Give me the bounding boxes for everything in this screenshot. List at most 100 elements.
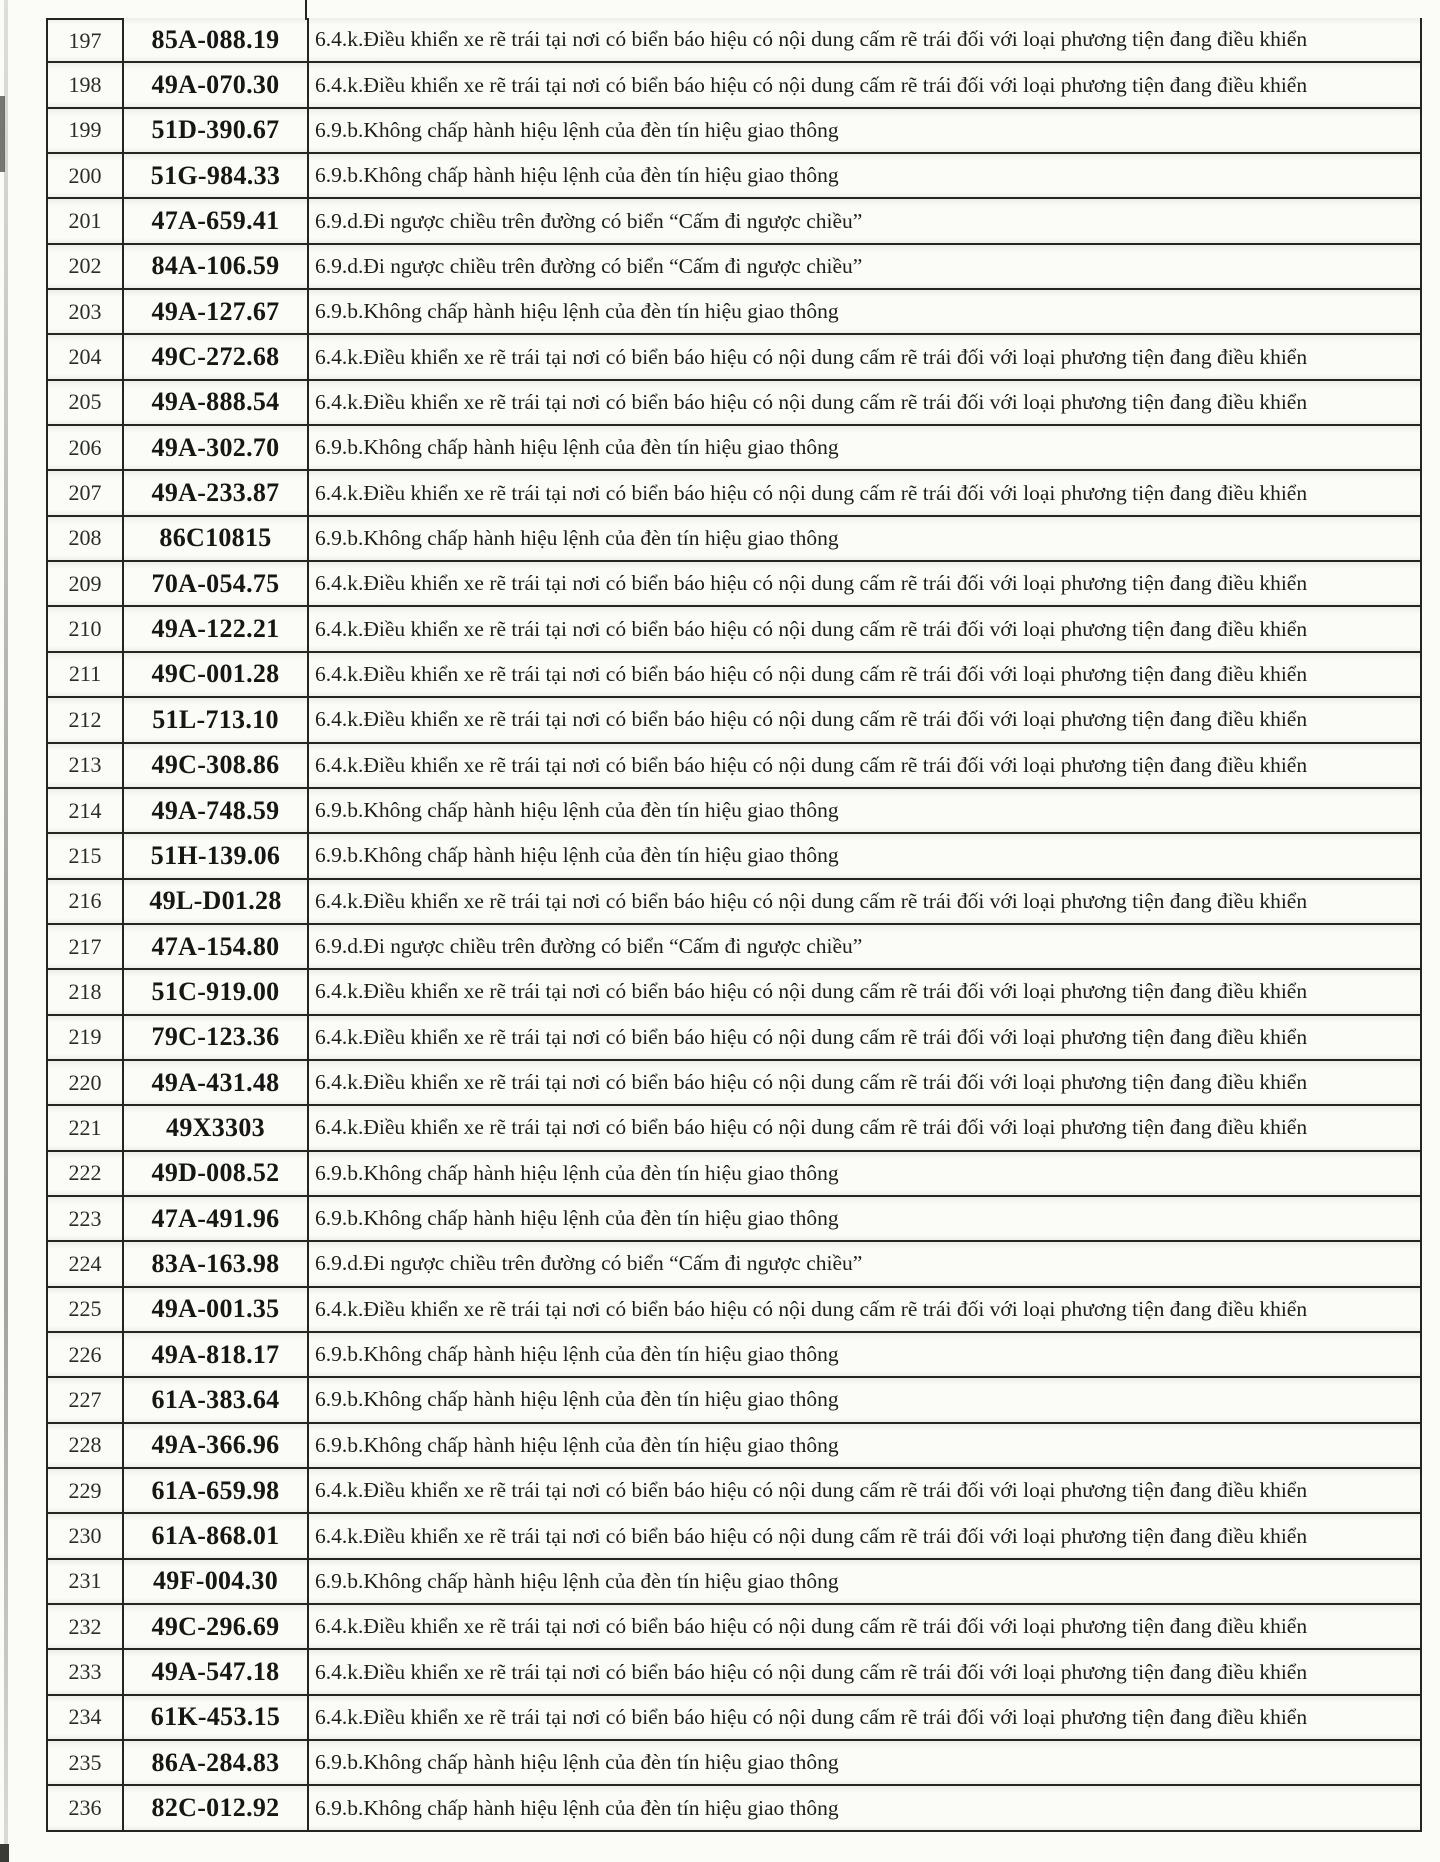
violation-description-text: 6.9.b.Không chấp hành hiệu lệnh của đèn … <box>315 299 839 324</box>
license-plate-cell: 49C-296.69 <box>124 1605 309 1649</box>
violation-description-cell: 6.4.k.Điều khiển xe rẽ trái tại nơi có b… <box>309 1106 1422 1150</box>
violation-description-cell: 6.9.b.Không chấp hành hiệu lệnh của đèn … <box>309 516 1422 561</box>
violation-description-text: 6.4.k.Điều khiển xe rẽ trái tại nơi có b… <box>315 1478 1308 1503</box>
license-plate-cell: 49A-127.67 <box>124 290 309 334</box>
license-plate-cell: 49A-070.30 <box>124 63 309 107</box>
license-plate-cell: 86C10815 <box>124 516 309 561</box>
row-number-cell: 221 <box>46 1106 124 1150</box>
violation-description-cell: 6.4.k.Điều khiển xe rẽ trái tại nơi có b… <box>309 335 1422 379</box>
violation-description-cell: 6.9.b.Không chấp hành hiệu lệnh của đèn … <box>309 426 1422 470</box>
violation-description-cell: 6.9.b.Không chấp hành hiệu lệnh của đèn … <box>309 1151 1422 1195</box>
license-plate-cell: 49A-888.54 <box>124 380 309 425</box>
violation-description-cell: 6.9.b.Không chấp hành hiệu lệnh của đèn … <box>309 290 1422 334</box>
license-plate-cell: 83A-163.98 <box>124 1242 309 1286</box>
row-number-cell: 217 <box>46 924 124 969</box>
table-row: 209 70A-054.75 6.4.k.Điều khiển xe rẽ trái… <box>46 562 1422 608</box>
table-row: 221 49X3303 6.4.k.Điều khiển xe rẽ trái tạ… <box>46 1106 1422 1152</box>
violation-description-text: 6.4.k.Điều khiển xe rẽ trái tại nơi có b… <box>315 979 1308 1004</box>
violation-description-cell: 6.4.k.Điều khiển xe rẽ trái tại nơi có b… <box>309 1695 1422 1740</box>
table-row: 216 49L-D01.28 6.4.k.Điều khiển xe rẽ trái… <box>46 879 1422 925</box>
violation-description-text: 6.9.b.Không chấp hành hiệu lệnh của đèn … <box>315 435 839 460</box>
license-plate-cell: 61A-383.64 <box>124 1378 309 1422</box>
violation-description-cell: 6.4.k.Điều khiển xe rẽ trái tại nơi có b… <box>309 63 1422 107</box>
license-plate-cell: 61A-868.01 <box>124 1514 309 1558</box>
license-plate-cell: 49A-122.21 <box>124 607 309 651</box>
table-row: 231 49F-004.30 6.9.b.Không chấp hành hiệu … <box>46 1559 1422 1606</box>
violation-description-cell: 6.4.k.Điều khiển xe rẽ trái tại nơi có b… <box>309 1514 1422 1558</box>
table-row: 218 51C-919.00 6.4.k.Điều khiển xe rẽ trái… <box>46 970 1422 1016</box>
table-row: 222 49D-008.52 6.9.b.Không chấp hành hiệu … <box>46 1151 1422 1197</box>
violation-description-text: 6.9.b.Không chấp hành hiệu lệnh của đèn … <box>315 798 839 823</box>
row-number-cell: 218 <box>46 970 124 1014</box>
violation-description-cell: 6.4.k.Điều khiển xe rẽ trái tại nơi có b… <box>309 743 1422 787</box>
table-row: 197 85A-088.19 6.4.k.Điều khiển xe rẽ trái… <box>46 18 1422 64</box>
row-number-cell: 219 <box>46 1015 124 1059</box>
row-number-cell: 202 <box>46 244 124 289</box>
table-row: 205 49A-888.54 6.4.k.Điều khiển xe rẽ trái… <box>46 380 1422 427</box>
row-number-cell: 199 <box>46 108 124 153</box>
violation-description-cell: 6.4.k.Điều khiển xe rẽ trái tại nơi có b… <box>309 562 1422 606</box>
violation-table: 197 85A-088.19 6.4.k.Điều khiển xe rẽ trái… <box>46 18 1422 1832</box>
violation-description-cell: 6.4.k.Điều khiển xe rẽ trái tại nơi có b… <box>309 970 1422 1014</box>
license-plate-cell: 61K-453.15 <box>124 1695 309 1740</box>
license-plate-cell: 49F-004.30 <box>124 1559 309 1604</box>
row-number-cell: 215 <box>46 834 124 878</box>
license-plate-cell: 84A-106.59 <box>124 244 309 289</box>
violation-description-text: 6.4.k.Điều khiển xe rẽ trái tại nơi có b… <box>315 1296 1308 1321</box>
violation-description-text: 6.9.b.Không chấp hành hiệu lệnh của đèn … <box>315 1750 839 1775</box>
license-plate-cell: 51H-139.06 <box>124 834 309 878</box>
violation-description-cell: 6.4.k.Điều khiển xe rẽ trái tại nơi có b… <box>309 1060 1422 1105</box>
table-row: 214 49A-748.59 6.9.b.Không chấp hành hiệu … <box>46 788 1422 835</box>
table-row: 210 49A-122.21 6.4.k.Điều khiển xe rẽ trái… <box>46 607 1422 653</box>
license-plate-cell: 49A-748.59 <box>124 788 309 833</box>
violation-description-cell: 6.9.d.Đi ngược chiều trên đường có biển … <box>309 924 1422 969</box>
violation-description-text: 6.4.k.Điều khiển xe rẽ trái tại nơi có b… <box>315 1070 1308 1095</box>
license-plate-cell: 49A-547.18 <box>124 1650 309 1694</box>
violation-description-cell: 6.4.k.Điều khiển xe rẽ trái tại nơi có b… <box>309 1287 1422 1331</box>
violation-description-text: 6.4.k.Điều khiển xe rẽ trái tại nơi có b… <box>315 1659 1308 1684</box>
license-plate-cell: 49A-302.70 <box>124 426 309 470</box>
license-plate-cell: 47A-659.41 <box>124 199 309 243</box>
license-plate-cell: 49L-D01.28 <box>124 879 309 923</box>
row-number-cell: 235 <box>46 1741 124 1785</box>
violation-description-text: 6.9.b.Không chấp hành hiệu lệnh của đèn … <box>315 525 839 550</box>
violation-description-cell: 6.4.k.Điều khiển xe rẽ trái tại nơi có b… <box>309 380 1422 425</box>
violation-description-text: 6.9.b.Không chấp hành hiệu lệnh của đèn … <box>315 1795 839 1820</box>
license-plate-cell: 49A-818.17 <box>124 1332 309 1377</box>
table-row: 200 51G-984.33 6.9.b.Không chấp hành hiệu … <box>46 154 1422 200</box>
table-row: 232 49C-296.69 6.4.k.Điều khiển xe rẽ trái… <box>46 1605 1422 1651</box>
license-plate-cell: 47A-154.80 <box>124 924 309 969</box>
violation-description-text: 6.9.b.Không chấp hành hiệu lệnh của đèn … <box>315 1568 839 1593</box>
table-row: 229 61A-659.98 6.4.k.Điều khiển xe rẽ trái… <box>46 1469 1422 1515</box>
table-row: 199 51D-390.67 6.9.b.Không chấp hành hiệu … <box>46 108 1422 155</box>
violation-description-cell: 6.4.k.Điều khiển xe rẽ trái tại nơi có b… <box>309 471 1422 515</box>
license-plate-cell: 49A-233.87 <box>124 471 309 515</box>
scan-edge-line-artifact <box>4 0 8 1862</box>
violation-description-text: 6.9.b.Không chấp hành hiệu lệnh của đèn … <box>315 1432 839 1457</box>
license-plate-cell: 49C-001.28 <box>124 652 309 697</box>
license-plate-cell: 51G-984.33 <box>124 154 309 198</box>
violation-description-text: 6.9.d.Đi ngược chiều trên đường có biển … <box>315 1251 863 1276</box>
table-row: 235 86A-284.83 6.9.b.Không chấp hành hiệu … <box>46 1741 1422 1787</box>
scan-edge-mark-top <box>0 96 5 172</box>
row-number-cell: 229 <box>46 1469 124 1513</box>
row-number-cell: 207 <box>46 471 124 515</box>
row-number-cell: 226 <box>46 1332 124 1377</box>
license-plate-cell: 70A-054.75 <box>124 562 309 606</box>
table-row: 203 49A-127.67 6.9.b.Không chấp hành hiệu … <box>46 290 1422 336</box>
row-number-cell: 204 <box>46 335 124 379</box>
row-number-cell: 233 <box>46 1650 124 1694</box>
row-number-cell: 216 <box>46 879 124 923</box>
row-number-cell: 222 <box>46 1151 124 1195</box>
violation-description-cell: 6.9.b.Không chấp hành hiệu lệnh của đèn … <box>309 1332 1422 1377</box>
violation-description-text: 6.9.b.Không chấp hành hiệu lệnh của đèn … <box>315 117 839 142</box>
license-plate-cell: 49A-001.35 <box>124 1287 309 1331</box>
violation-description-cell: 6.4.k.Điều khiển xe rẽ trái tại nơi có b… <box>309 1015 1422 1059</box>
license-plate-cell: 49C-308.86 <box>124 743 309 787</box>
violation-description-text: 6.4.k.Điều khiển xe rẽ trái tại nơi có b… <box>315 1704 1308 1729</box>
violation-description-text: 6.9.b.Không chấp hành hiệu lệnh của đèn … <box>315 1206 839 1231</box>
table-row: 207 49A-233.87 6.4.k.Điều khiển xe rẽ trái… <box>46 471 1422 517</box>
row-number-cell: 210 <box>46 607 124 651</box>
license-plate-cell: 49X3303 <box>124 1106 309 1150</box>
